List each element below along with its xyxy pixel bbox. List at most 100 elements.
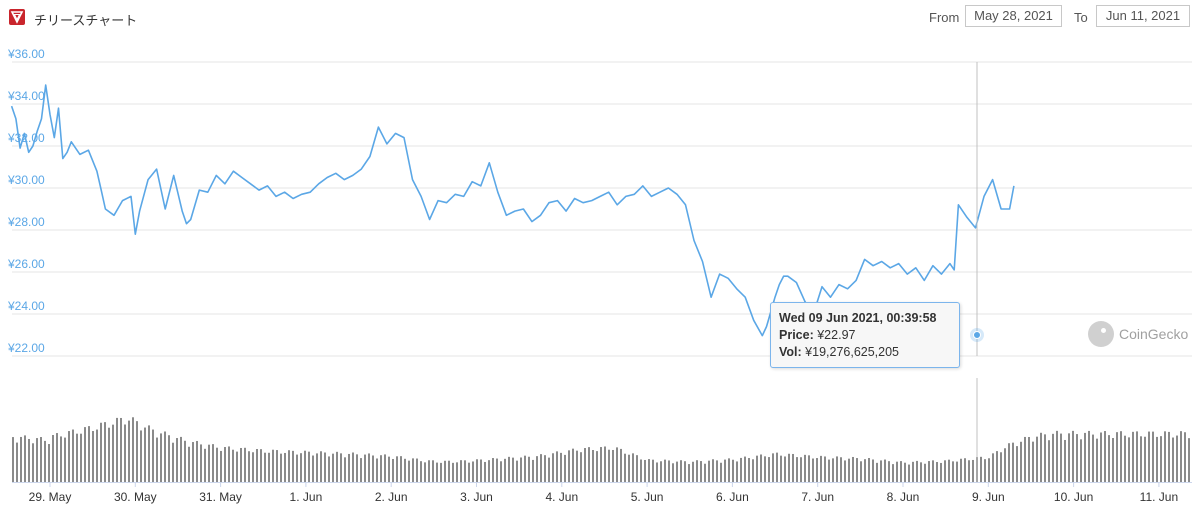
volume-bar [824, 456, 826, 482]
volume-bar [92, 431, 94, 482]
volume-bar [188, 446, 190, 482]
volume-bar [900, 461, 902, 482]
volume-bar [68, 431, 70, 482]
volume-bar [1072, 430, 1074, 482]
volume-bar [548, 457, 550, 482]
volume-bar [168, 435, 170, 482]
x-tick-label: 1. Jun [290, 490, 323, 504]
volume-bar [288, 450, 290, 482]
volume-bar [508, 456, 510, 482]
volume-bar [704, 463, 706, 482]
volume-bar [512, 457, 514, 482]
volume-bar [176, 438, 178, 482]
volume-bar [676, 461, 678, 482]
volume-bar [872, 459, 874, 482]
volume-bar [1016, 446, 1018, 482]
volume-bar [1064, 439, 1066, 482]
chiliz-logo-icon [9, 9, 25, 25]
volume-bar [736, 461, 738, 482]
volume-bar [44, 440, 46, 482]
to-label: To [1074, 10, 1088, 25]
volume-bar [184, 440, 186, 482]
volume-bar [84, 427, 86, 482]
volume-bar [436, 462, 438, 482]
volume-bar [1040, 432, 1042, 482]
volume-bar [1136, 431, 1138, 482]
volume-bar [396, 456, 398, 482]
volume-bar [32, 443, 34, 482]
volume-bar [1068, 433, 1070, 482]
volume-bar [828, 459, 830, 482]
volume-bar [668, 460, 670, 482]
volume-bar [616, 447, 618, 482]
volume-bar [908, 464, 910, 482]
volume-bar [148, 425, 150, 482]
volume-bar [600, 447, 602, 482]
volume-bar [300, 453, 302, 482]
volume-bar [428, 460, 430, 482]
volume-bar [468, 462, 470, 482]
volume-bar [980, 456, 982, 482]
volume-bar [848, 458, 850, 482]
volume-bar [732, 459, 734, 482]
from-label: From [929, 10, 960, 25]
volume-bar [556, 451, 558, 482]
volume-bar [776, 452, 778, 482]
volume-bar [156, 437, 158, 482]
volume-bar [648, 459, 650, 482]
volume-bar [36, 438, 38, 482]
volume-bar [1188, 438, 1190, 482]
volume-bar [528, 456, 530, 482]
volume-bar [916, 460, 918, 482]
coingecko-logo-icon [1088, 321, 1114, 347]
volume-bar [588, 447, 590, 482]
volume-bar [1148, 431, 1150, 482]
volume-bar [400, 456, 402, 482]
volume-bar [724, 459, 726, 482]
volume-bar [56, 433, 58, 482]
from-date-input[interactable] [965, 5, 1062, 27]
volume-bar [960, 458, 962, 482]
volume-bar [1120, 431, 1122, 482]
volume-bar [332, 453, 334, 482]
volume-bar [1048, 440, 1050, 482]
x-tick-label: 8. Jun [887, 490, 920, 504]
volume-bar [952, 461, 954, 482]
volume-bar [984, 459, 986, 482]
volume-bar [108, 427, 110, 482]
credit-text: CoinGecko [1119, 326, 1189, 342]
volume-bar [1180, 431, 1182, 482]
volume-bar [716, 460, 718, 482]
volume-bar [692, 461, 694, 482]
volume-bar [144, 427, 146, 482]
volume-bar [944, 460, 946, 482]
volume-bar [876, 462, 878, 482]
volume-bar [1052, 433, 1054, 482]
volume-bar [1124, 435, 1126, 482]
volume-bar [324, 452, 326, 482]
volume-bar [292, 450, 294, 482]
volume-bar [964, 458, 966, 482]
volume-bar [948, 459, 950, 482]
to-date-input[interactable] [1096, 5, 1190, 27]
volume-bar [456, 462, 458, 482]
volume-bar [620, 448, 622, 482]
volume-bar [1032, 441, 1034, 482]
volume-bar [1100, 432, 1102, 482]
volume-bar [232, 449, 234, 482]
volume-bar [316, 453, 318, 482]
volume-bar [1084, 432, 1086, 482]
volume-bar [256, 449, 258, 482]
volume-bar [744, 456, 746, 482]
volume-bar [80, 433, 82, 482]
x-tick-label: 6. Jun [716, 490, 749, 504]
volume-bar [1088, 430, 1090, 482]
volume-bar [816, 458, 818, 482]
volume-bar [240, 447, 242, 482]
volume-bar [128, 420, 130, 482]
volume-bar [1000, 452, 1002, 482]
volume-bar [764, 456, 766, 482]
volume-bar [1008, 443, 1010, 482]
volume-bar [380, 455, 382, 482]
